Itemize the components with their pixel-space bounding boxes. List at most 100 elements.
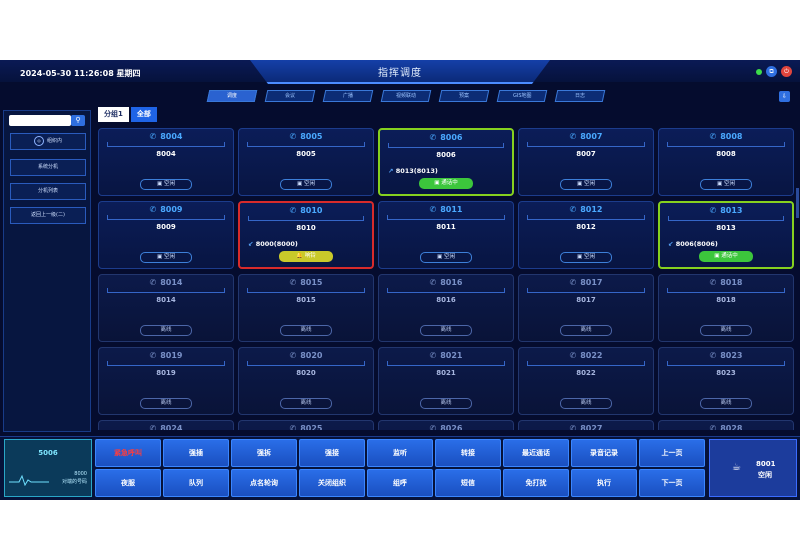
extension-card[interactable]: ✆ 8015 8015 离线 [238,274,374,342]
extension-card[interactable]: ✆ 8024 [98,420,234,430]
extension-number: ✆ 8016 [429,278,463,287]
function-key[interactable]: 紧急呼叫 [95,439,161,467]
extension-card[interactable]: ✆ 8021 8021 离线 [378,347,514,415]
extension-card[interactable]: ✆ 8009 8009 ▣ 空闲 [98,201,234,269]
extension-number: ✆ 8027 [519,424,653,430]
function-key[interactable]: 强拆 [231,439,297,467]
function-key[interactable]: 组呼 [367,469,433,497]
phone-icon: ✆ [149,424,157,430]
phone-icon: ✆ [709,132,717,141]
title-banner: 指挥调度 [250,60,550,84]
extension-card[interactable]: ✆ 8028 [658,420,794,430]
tab-3[interactable]: 视频联动 [380,90,432,102]
tab-6[interactable]: 日志 [554,90,606,102]
extension-card[interactable]: ✆ 8004 8004 ▣ 空闲 [98,128,234,196]
current-extension[interactable]: ☕ 8001 空闲 [709,439,797,497]
export-icon[interactable]: ⇩ [779,91,790,102]
sidebar-item-org[interactable]: ◎ 组织内 [10,133,86,150]
extension-card[interactable]: ✆ 8023 8023 离线 [658,347,794,415]
extension-number: ✆ 8020 [289,351,323,360]
function-key[interactable]: 执行 [571,469,637,497]
extension-name: 8009 [156,223,176,231]
extension-card[interactable]: ✆ 8013 8013 ↙ 8006(8006) ▣ 通话中 [658,201,794,269]
function-key[interactable]: 最近通话 [503,439,569,467]
function-key[interactable]: 监听 [367,439,433,467]
tab-4[interactable]: 预案 [438,90,490,102]
extension-number: ✆ 8024 [99,424,233,430]
extension-card[interactable]: ✆ 8008 8008 ▣ 空闲 [658,128,794,196]
extension-grid: ✆ 8004 8004 ▣ 空闲 ✆ 8005 8005 ▣ 空闲 ✆ 8006 8006 ↗ 801… [98,128,798,430]
function-key[interactable]: 短信 [435,469,501,497]
function-key[interactable]: 强插 [163,439,229,467]
extension-card[interactable]: ✆ 8016 8016 离线 [378,274,514,342]
extension-card[interactable]: ✆ 8007 8007 ▣ 空闲 [518,128,654,196]
status-icon: 🔔 [296,253,305,259]
extension-card[interactable]: ✆ 8017 8017 离线 [518,274,654,342]
function-key[interactable]: 上一页 [639,439,705,467]
status-badge: 离线 [560,398,612,409]
extension-card[interactable]: ✆ 8012 8012 ▣ 空闲 [518,201,654,269]
copy-icon[interactable]: ⧉ [766,66,777,77]
extension-name: 8010 [296,224,316,232]
function-key[interactable]: 关闭组织 [299,469,365,497]
call-peer: ↗ 8013(8013) [388,167,438,175]
status-icon: ▣ [297,181,304,187]
extension-card[interactable]: ✆ 8018 8018 离线 [658,274,794,342]
extension-number: ✆ 8009 [149,205,183,214]
card-divider [247,288,365,293]
extension-card[interactable]: ✆ 8027 [518,420,654,430]
power-icon[interactable]: ⏻ [781,66,792,77]
extension-card[interactable]: ✆ 8005 8005 ▣ 空闲 [238,128,374,196]
phone-icon: ✆ [289,206,297,215]
tab-all[interactable]: 全部 [130,107,157,122]
function-key[interactable]: 队列 [163,469,229,497]
status-badge: ▣ 空闲 [140,179,192,190]
monitor-line2: 对端的号码 [61,479,87,485]
tab-2[interactable]: 广播 [322,90,374,102]
extension-card[interactable]: ✆ 8019 8019 离线 [98,347,234,415]
status-icon: ▣ [577,254,584,260]
extension-number: ✆ 8019 [149,351,183,360]
function-key[interactable]: 夜服 [95,469,161,497]
status-badge: 离线 [280,325,332,336]
tab-5[interactable]: GIS地图 [496,90,548,102]
extension-card[interactable]: ✆ 8010 8010 ↙ 8000(8000) 🔔 响铃 [238,201,374,269]
extension-card[interactable]: ✆ 8026 [378,420,514,430]
org-icon: ◎ [33,135,44,146]
extension-card[interactable]: ✆ 8006 8006 ↗ 8013(8013) ▣ 通话中 [378,128,514,196]
extension-card[interactable]: ✆ 8020 8020 离线 [238,347,374,415]
card-divider [107,361,225,366]
phone-icon: ✆ [709,206,717,215]
search-icon[interactable]: ⚲ [71,115,85,126]
extension-card[interactable]: ✆ 8014 8014 离线 [98,274,234,342]
extension-number: ✆ 8005 [289,132,323,141]
extension-number: ✆ 8010 [289,206,323,215]
extension-card[interactable]: ✆ 8011 8011 ▣ 空闲 [378,201,514,269]
extension-card[interactable]: ✆ 8022 8022 离线 [518,347,654,415]
card-divider [388,143,504,148]
function-key[interactable]: 转接 [435,439,501,467]
main-tabs: 调度 会议 广播 视频联动 预案 GIS地图 日志 [206,90,614,102]
status-badge: 离线 [700,398,752,409]
function-key[interactable]: 录音记录 [571,439,637,467]
grid-scrollbar[interactable] [796,188,799,218]
function-key[interactable]: 下一页 [639,469,705,497]
phone-icon: ✆ [569,132,577,141]
function-key[interactable]: 强接 [299,439,365,467]
phone-icon: ✆ [569,424,577,430]
card-divider [247,361,365,366]
tab-group1[interactable]: 分组1 [98,107,129,122]
function-key[interactable]: 点名轮询 [231,469,297,497]
sidebar-item-system-ext[interactable]: 系统分机 [10,159,86,176]
status-badge: 离线 [140,398,192,409]
tab-0[interactable]: 调度 [206,90,258,102]
tab-1[interactable]: 会议 [264,90,316,102]
extension-card[interactable]: ✆ 8025 [238,420,374,430]
card-divider [247,142,365,147]
function-key[interactable]: 免打扰 [503,469,569,497]
extension-name: 8006 [436,151,456,159]
sidebar-item-back[interactable]: 返回上一级(二) [10,207,86,224]
card-divider [107,288,225,293]
search-input[interactable] [9,115,71,126]
sidebar-item-ext-list[interactable]: 分机列表 [10,183,86,200]
